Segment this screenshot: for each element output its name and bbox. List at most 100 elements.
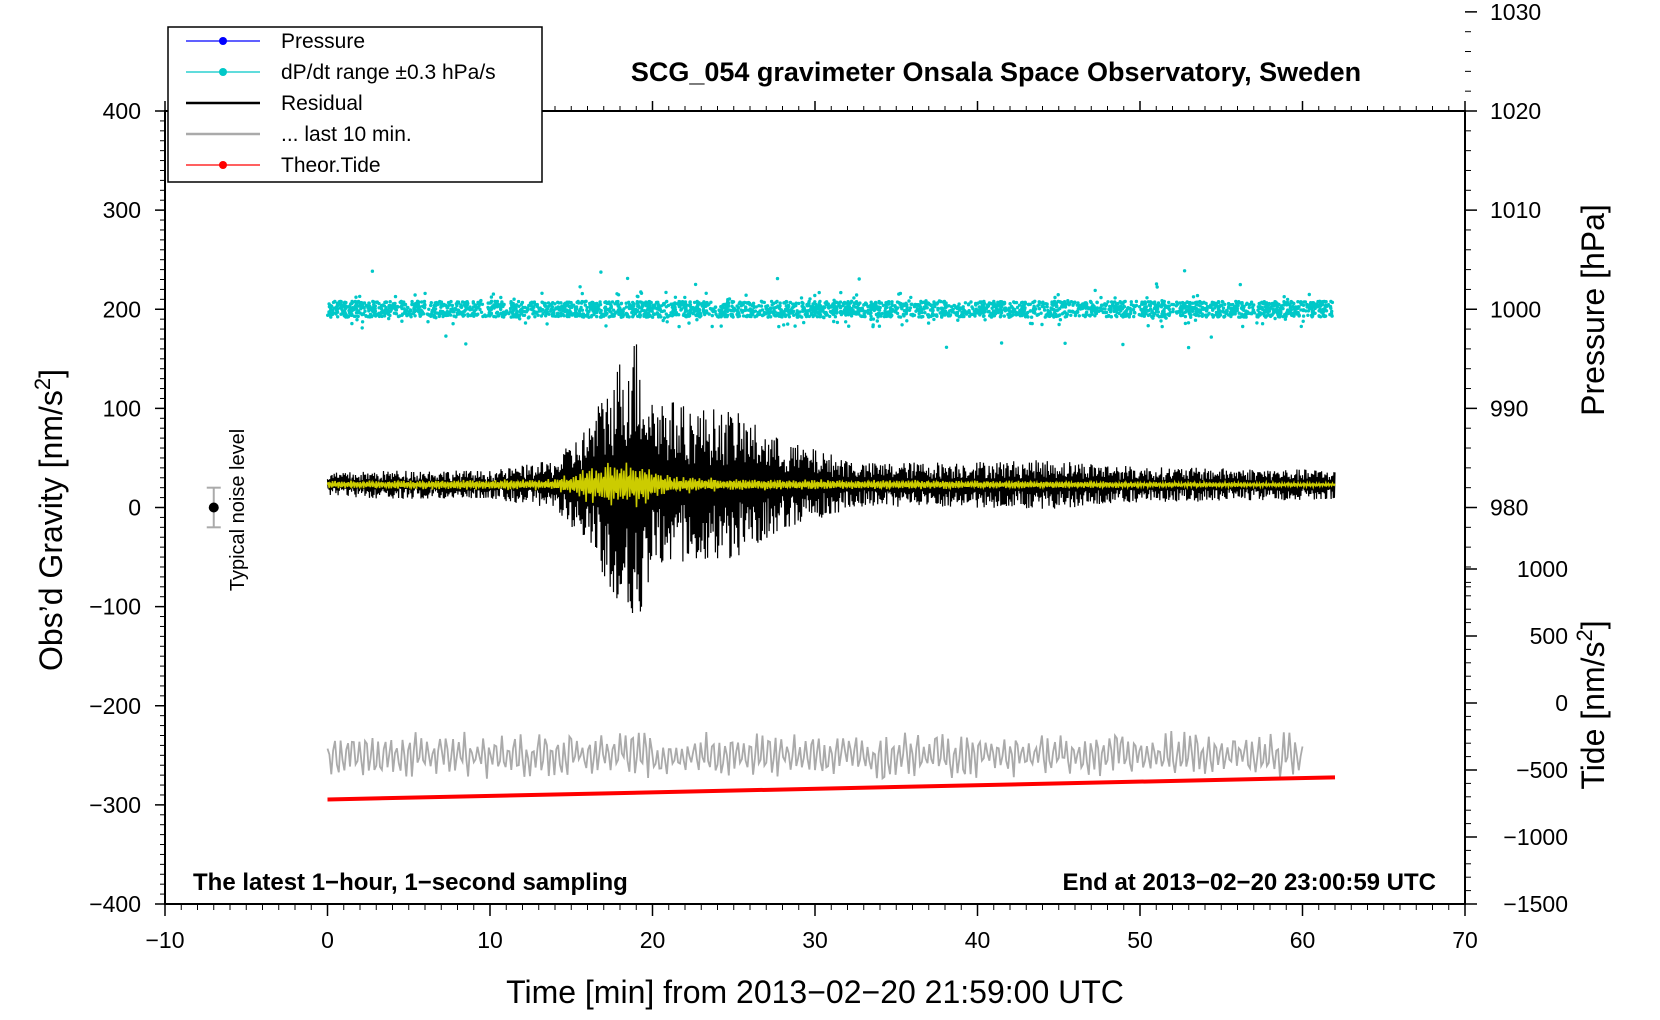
dpdt-point [1289, 312, 1293, 316]
dpdt-point [897, 292, 901, 296]
dpdt-point [1302, 300, 1306, 304]
dpdt-point [703, 312, 707, 317]
dpdt-point [1113, 300, 1117, 304]
dpdt-point [935, 314, 939, 318]
dpdt-point [1273, 316, 1277, 321]
dpdt-point [1180, 313, 1185, 317]
dpdt-point [737, 302, 741, 306]
dpdt-point [896, 306, 900, 310]
dpdt-point [634, 307, 638, 312]
dpdt-point [405, 313, 409, 318]
dpdt-point [788, 308, 792, 312]
dpdt-point [745, 313, 750, 318]
dpdt-point [710, 313, 714, 318]
dpdt-point [895, 300, 900, 304]
dpdt-point [381, 309, 385, 313]
dpdt-point [687, 313, 691, 317]
dpdt-point [986, 304, 990, 309]
dpdt-point [871, 317, 876, 321]
dpdt-point [1050, 313, 1055, 317]
dpdt-point [719, 314, 723, 318]
dpdt-point [339, 300, 343, 304]
dpdt-point [769, 310, 773, 314]
dpdt-point [1108, 304, 1112, 309]
dpdt-point [813, 293, 817, 298]
dpdt-point [817, 303, 821, 307]
dpdt-point [1026, 315, 1030, 319]
dpdt-point [940, 315, 944, 319]
dpdt-point [625, 276, 630, 281]
dpdt-point [833, 315, 838, 319]
dpdt-point [435, 311, 439, 315]
dpdt-point [919, 307, 924, 312]
dpdt-point [412, 309, 417, 314]
dpdt-point [400, 306, 404, 311]
dpdt-point [460, 300, 465, 304]
dpdt-point [545, 322, 549, 326]
dpdt-point [1247, 305, 1252, 310]
dpdt-point [422, 312, 426, 316]
dpdt-point [384, 306, 388, 310]
dpdt-point [811, 314, 815, 319]
dpdt-point [422, 299, 427, 304]
dpdt-point [809, 305, 813, 309]
tide-tick-label: 0 [1555, 690, 1568, 716]
dpdt-point [963, 301, 968, 305]
dpdt-point [400, 313, 404, 317]
dpdt-point [451, 322, 455, 326]
dpdt-point [470, 307, 474, 311]
dpdt-point [904, 312, 908, 316]
dpdt-point [587, 315, 591, 319]
dpdt-point [358, 294, 362, 299]
dpdt-point [445, 306, 449, 310]
dpdt-point [449, 299, 453, 304]
dpdt-point [1237, 315, 1241, 319]
dpdt-point [381, 303, 385, 307]
dpdt-point [809, 311, 814, 315]
dpdt-point [393, 301, 397, 306]
dpdt-point [509, 300, 513, 304]
dpdt-point [1000, 300, 1004, 304]
dpdt-point [983, 318, 987, 322]
dpdt-point [1208, 305, 1212, 309]
dpdt-point [329, 315, 333, 319]
dpdt-point [1185, 300, 1189, 304]
dpdt-point [971, 307, 975, 311]
dpdt-point [740, 301, 745, 305]
dpdt-point [856, 302, 860, 306]
dpdt-point [561, 308, 565, 313]
dpdt-point [582, 315, 586, 319]
dpdt-point [566, 302, 570, 307]
dpdt-point [1118, 304, 1123, 308]
dpdt-point [821, 307, 825, 311]
dpdt-point [1249, 300, 1254, 304]
dpdt-point [900, 323, 904, 327]
dpdt-point [939, 306, 943, 310]
dpdt-point [1282, 295, 1286, 299]
dpdt-point [617, 307, 621, 311]
dpdt-point [388, 300, 392, 304]
dpdt-point [568, 310, 572, 314]
dpdt-point [1305, 303, 1309, 307]
noise-bar [206, 486, 221, 529]
dpdt-point [962, 310, 966, 314]
dpdt-point [808, 297, 812, 301]
dpdt-point [1012, 300, 1017, 305]
y-left-tick-label: 400 [103, 98, 141, 124]
dpdt-point [1121, 342, 1125, 347]
dpdt-point [972, 309, 977, 314]
dpdt-point [543, 301, 547, 306]
dpdt-point [1076, 301, 1080, 305]
dpdt-point [1089, 300, 1093, 305]
dpdt-point [390, 306, 394, 310]
dpdt-point [377, 301, 381, 306]
dpdt-point [1084, 313, 1088, 317]
dpdt-point [511, 315, 515, 319]
dpdt-point [683, 309, 688, 314]
dpdt-point [1191, 309, 1195, 313]
dpdt-point [688, 303, 693, 307]
dpdt-point [730, 299, 734, 304]
dpdt-point [807, 299, 811, 304]
dpdt-point [1274, 309, 1278, 314]
dpdt-point [1221, 306, 1226, 310]
